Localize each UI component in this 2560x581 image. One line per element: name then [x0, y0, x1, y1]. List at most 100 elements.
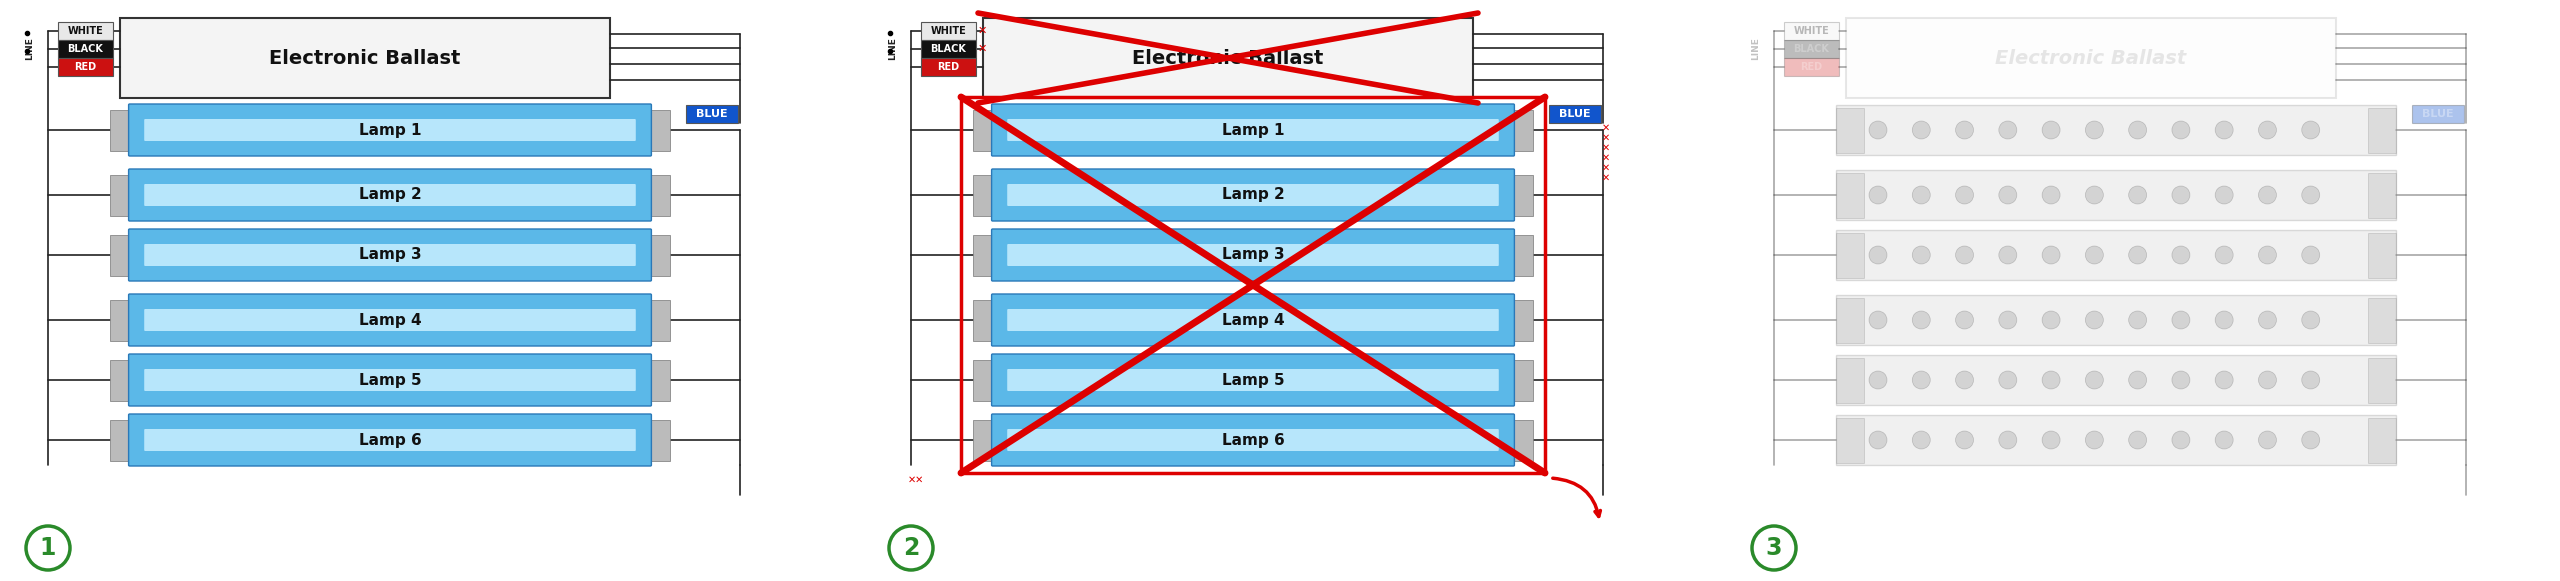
- Bar: [110, 360, 131, 400]
- Bar: [983, 18, 1472, 98]
- Circle shape: [2127, 186, 2148, 204]
- Circle shape: [1869, 431, 1887, 449]
- Circle shape: [2214, 371, 2232, 389]
- Text: LINE: LINE: [888, 38, 899, 60]
- FancyBboxPatch shape: [991, 104, 1516, 156]
- Text: WHITE: WHITE: [932, 26, 965, 36]
- Circle shape: [2258, 121, 2276, 139]
- Circle shape: [1999, 431, 2017, 449]
- Circle shape: [2214, 186, 2232, 204]
- Circle shape: [1912, 186, 1930, 204]
- Text: BLACK: BLACK: [1795, 44, 1830, 54]
- Text: Lamp 4: Lamp 4: [1221, 313, 1285, 328]
- FancyBboxPatch shape: [128, 169, 650, 221]
- Circle shape: [2043, 431, 2061, 449]
- FancyBboxPatch shape: [991, 229, 1516, 281]
- Bar: [2368, 357, 2396, 403]
- Circle shape: [1912, 371, 1930, 389]
- Circle shape: [1956, 311, 1974, 329]
- Circle shape: [2086, 431, 2104, 449]
- Circle shape: [1869, 311, 1887, 329]
- Text: ✕: ✕: [978, 44, 986, 54]
- Bar: [1836, 297, 1864, 343]
- Circle shape: [1912, 311, 1930, 329]
- Circle shape: [1999, 121, 2017, 139]
- FancyBboxPatch shape: [128, 354, 650, 406]
- Text: ✕: ✕: [1603, 173, 1610, 183]
- FancyBboxPatch shape: [1006, 309, 1498, 331]
- Text: BLACK: BLACK: [932, 44, 968, 54]
- FancyBboxPatch shape: [1006, 244, 1498, 266]
- Circle shape: [2214, 431, 2232, 449]
- Bar: [650, 109, 671, 150]
- Circle shape: [2171, 431, 2189, 449]
- Circle shape: [2086, 121, 2104, 139]
- FancyBboxPatch shape: [1006, 429, 1498, 451]
- Text: Lamp 6: Lamp 6: [358, 432, 422, 447]
- Circle shape: [2214, 311, 2232, 329]
- Circle shape: [2043, 121, 2061, 139]
- Text: WHITE: WHITE: [1795, 26, 1830, 36]
- FancyBboxPatch shape: [991, 169, 1516, 221]
- Bar: [650, 174, 671, 216]
- Circle shape: [2127, 246, 2148, 264]
- Circle shape: [1912, 121, 1930, 139]
- Bar: [1836, 295, 2396, 345]
- Circle shape: [2301, 431, 2319, 449]
- Circle shape: [2043, 371, 2061, 389]
- Bar: [1513, 235, 1533, 275]
- Circle shape: [1999, 246, 2017, 264]
- Bar: [1513, 299, 1533, 340]
- Text: ✕: ✕: [1603, 143, 1610, 153]
- Text: Lamp 3: Lamp 3: [358, 248, 422, 263]
- Circle shape: [2301, 371, 2319, 389]
- Text: Lamp 6: Lamp 6: [1221, 432, 1285, 447]
- Text: LINE: LINE: [26, 38, 33, 60]
- Bar: [110, 174, 131, 216]
- Circle shape: [2258, 186, 2276, 204]
- Circle shape: [2214, 121, 2232, 139]
- Bar: [973, 360, 993, 400]
- FancyBboxPatch shape: [991, 294, 1516, 346]
- Bar: [973, 299, 993, 340]
- FancyBboxPatch shape: [128, 229, 650, 281]
- Bar: [1513, 174, 1533, 216]
- FancyBboxPatch shape: [143, 119, 635, 141]
- Circle shape: [2043, 246, 2061, 264]
- Bar: [1836, 173, 1864, 217]
- Text: BLUE: BLUE: [2422, 109, 2455, 119]
- Circle shape: [2127, 311, 2148, 329]
- Bar: [2412, 105, 2463, 123]
- Bar: [110, 109, 131, 150]
- Text: WHITE: WHITE: [67, 26, 102, 36]
- Circle shape: [2171, 311, 2189, 329]
- Bar: [1836, 170, 2396, 220]
- Bar: [973, 109, 993, 150]
- FancyBboxPatch shape: [143, 244, 635, 266]
- Circle shape: [1999, 186, 2017, 204]
- Circle shape: [2258, 431, 2276, 449]
- Circle shape: [2171, 371, 2189, 389]
- FancyBboxPatch shape: [143, 184, 635, 206]
- FancyBboxPatch shape: [1006, 369, 1498, 391]
- Circle shape: [1912, 431, 1930, 449]
- Text: Electronic Ballast: Electronic Ballast: [269, 48, 461, 67]
- Circle shape: [2258, 311, 2276, 329]
- Bar: [2368, 173, 2396, 217]
- FancyBboxPatch shape: [128, 414, 650, 466]
- Bar: [973, 419, 993, 461]
- Bar: [2368, 297, 2396, 343]
- Bar: [1784, 40, 1838, 58]
- Bar: [110, 299, 131, 340]
- Circle shape: [1956, 186, 1974, 204]
- Bar: [1836, 357, 1864, 403]
- FancyBboxPatch shape: [1006, 119, 1498, 141]
- Circle shape: [1956, 371, 1974, 389]
- Text: LINE: LINE: [1751, 38, 1761, 60]
- Circle shape: [1956, 246, 1974, 264]
- Circle shape: [1999, 371, 2017, 389]
- Circle shape: [2043, 311, 2061, 329]
- Bar: [120, 18, 609, 98]
- Bar: [1784, 58, 1838, 76]
- Bar: [973, 235, 993, 275]
